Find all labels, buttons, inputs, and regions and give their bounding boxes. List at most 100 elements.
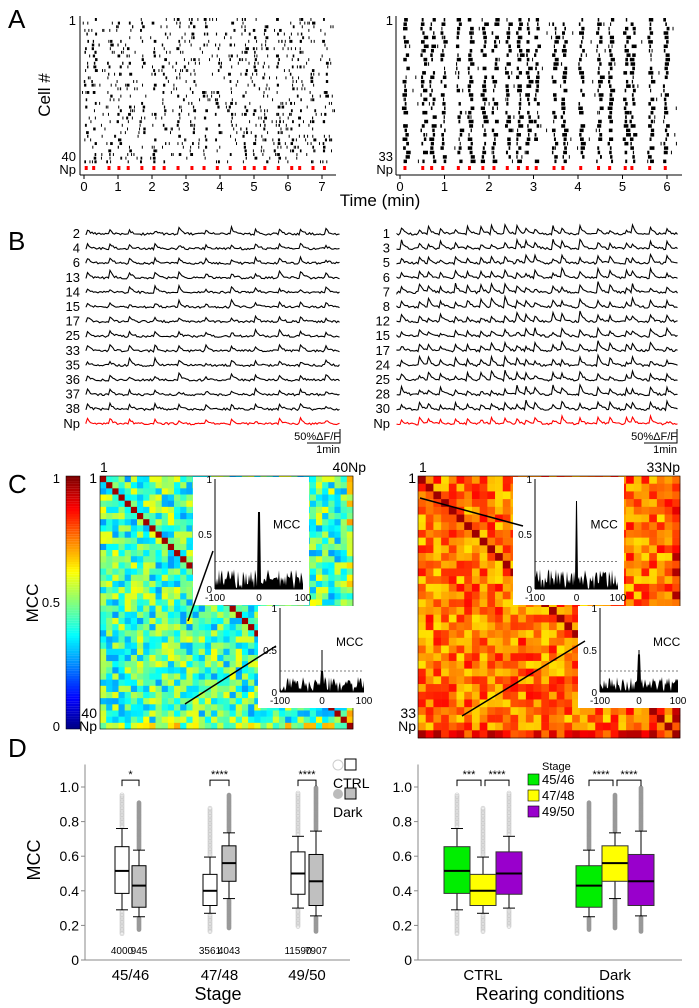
np-event xyxy=(117,166,121,170)
heatmap-cell xyxy=(479,637,488,646)
scale-bar-right-x: 1min xyxy=(653,444,677,456)
spike xyxy=(107,105,109,109)
heatmap-cell xyxy=(656,499,665,508)
heatmap-cell xyxy=(672,730,681,739)
spike xyxy=(467,18,472,22)
heatmap-cell xyxy=(118,531,125,539)
spike xyxy=(536,75,540,80)
spike xyxy=(647,155,652,159)
spike xyxy=(470,115,472,119)
spike xyxy=(323,18,325,21)
heatmap-cell xyxy=(149,476,156,483)
heatmap-cell xyxy=(572,622,581,631)
heatmap-cell xyxy=(204,654,212,662)
heatmap-cell xyxy=(315,537,323,545)
heatmap-cell xyxy=(106,525,113,532)
spike xyxy=(208,39,210,43)
spike xyxy=(312,21,315,25)
heatmap-cell xyxy=(433,668,442,677)
spike xyxy=(324,138,328,142)
spike xyxy=(280,131,282,135)
heatmap-cell xyxy=(118,568,125,576)
spike xyxy=(112,43,114,47)
heatmap-cell xyxy=(572,614,581,623)
spike xyxy=(469,124,474,128)
heatmap-cell xyxy=(180,667,187,674)
heatmap-cell xyxy=(174,543,181,551)
heatmap-cell xyxy=(328,519,335,526)
spike xyxy=(441,22,446,26)
spike xyxy=(578,22,581,26)
heatmap-cell xyxy=(334,513,341,520)
spike xyxy=(255,123,257,127)
heatmap-cell xyxy=(106,574,113,582)
heatmap-cell xyxy=(192,673,200,680)
spike xyxy=(253,142,255,146)
heatmap-cell xyxy=(124,654,132,662)
spike xyxy=(221,61,223,65)
heatmap-cell xyxy=(161,642,169,650)
spike xyxy=(217,47,220,51)
spike xyxy=(650,79,656,84)
spike xyxy=(324,43,326,47)
heatmap-cell xyxy=(533,630,542,639)
heatmap-cell xyxy=(198,710,206,717)
heatmap-cell xyxy=(340,550,348,557)
spike xyxy=(553,119,555,124)
heatmap-cell xyxy=(441,568,450,577)
heatmap-cell xyxy=(297,710,304,717)
spike xyxy=(580,137,582,141)
spike xyxy=(493,133,499,137)
heatmap-cell xyxy=(322,722,329,730)
spike xyxy=(626,53,631,57)
heatmap-cell xyxy=(130,543,138,551)
heatmap-cell xyxy=(433,537,442,546)
heatmap-cell xyxy=(130,611,138,619)
spike xyxy=(179,116,181,120)
heatmap-cell xyxy=(502,599,511,608)
spike xyxy=(470,97,474,102)
spike xyxy=(469,75,473,80)
heatmap-cell xyxy=(518,645,527,654)
heatmap-cell xyxy=(167,605,175,613)
heatmap-cell xyxy=(100,568,107,576)
spike xyxy=(215,101,219,105)
spike xyxy=(136,156,138,160)
spike xyxy=(535,93,537,97)
spike xyxy=(190,123,192,127)
spike xyxy=(92,39,95,43)
heatmap-cell xyxy=(204,642,212,650)
spike xyxy=(649,137,652,141)
spike xyxy=(537,44,542,49)
spike xyxy=(663,31,669,35)
heatmap-cell xyxy=(130,710,138,717)
heatmap-cell xyxy=(211,661,218,668)
heatmap-cell xyxy=(143,667,150,674)
heatmap-cell xyxy=(487,545,496,554)
raster-right-first: 1 xyxy=(386,13,393,28)
spike xyxy=(230,91,232,94)
heatmap-cell xyxy=(124,580,132,588)
spike xyxy=(560,115,564,119)
heatmap-cell xyxy=(664,522,673,531)
heatmap-cell xyxy=(525,607,534,616)
heatmap-cell xyxy=(137,654,144,662)
heatmap-cell xyxy=(471,537,480,546)
heatmap-cell xyxy=(495,653,504,662)
spike xyxy=(119,87,122,91)
spike xyxy=(117,43,119,47)
spike xyxy=(491,146,495,150)
heatmap-cell xyxy=(217,685,224,693)
heatmap-cell xyxy=(448,660,457,669)
heatmap-cell xyxy=(487,568,496,577)
spike xyxy=(141,145,143,149)
heatmap-cell xyxy=(433,476,442,485)
raster-x-tick-label: 6 xyxy=(663,179,670,194)
heatmap-cell xyxy=(418,684,427,693)
spike xyxy=(87,76,89,80)
heatmap-cell xyxy=(118,599,125,606)
heatmap-cell xyxy=(495,499,504,508)
heatmap-cell xyxy=(471,730,480,739)
spike xyxy=(664,102,667,106)
heatmap-cell xyxy=(137,685,144,693)
